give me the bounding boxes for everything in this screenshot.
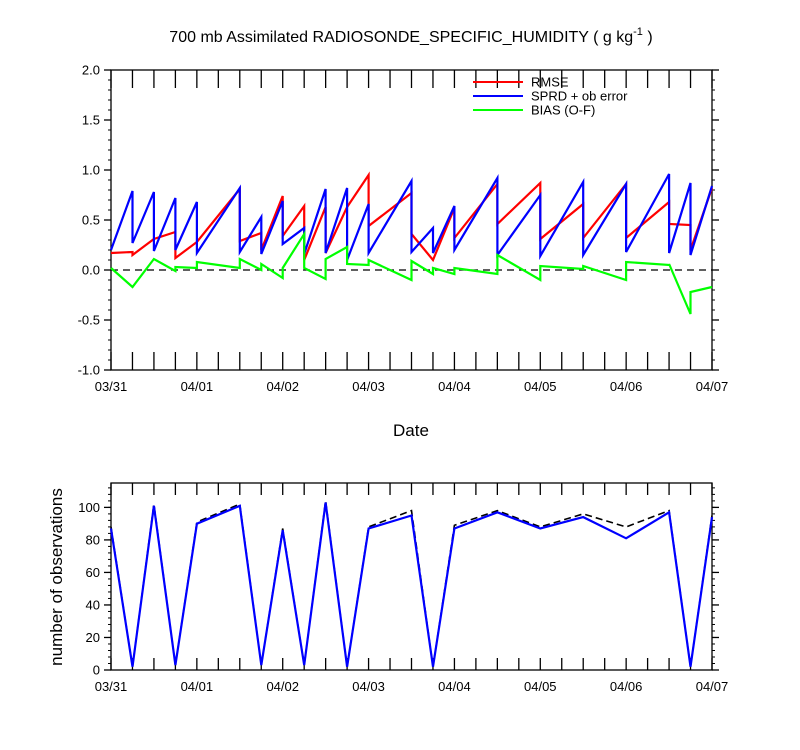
x-tick-label-03-31: 03/31: [95, 679, 128, 694]
series-line-sprd-ob-error: [109, 173, 714, 261]
series-line-observations-possible: [110, 500, 713, 667]
y-tick-label-60: 60: [86, 565, 100, 580]
x-tick-label-04-03: 04/03: [352, 379, 385, 394]
y-tick-label-1-0: -1.0: [78, 363, 100, 378]
x-tick-label-04-02: 04/02: [266, 379, 299, 394]
x-tick-label-03-31: 03/31: [95, 379, 128, 394]
x-tick-label-04-02: 04/02: [266, 679, 299, 694]
legend-label-rmse: RMSE: [531, 75, 569, 90]
y-tick-label-2-0: 2.0: [82, 63, 100, 78]
x-tick-label-04-05: 04/05: [524, 679, 557, 694]
x-tick-label-04-06: 04/06: [610, 679, 643, 694]
y-tick-label-1-5: 1.5: [82, 113, 100, 128]
chart-title: 700 mb Assimilated RADIOSONDE_SPECIFIC_H…: [169, 26, 652, 46]
y-axis-title: number of observations: [47, 488, 66, 666]
y-tick-label-40: 40: [86, 597, 100, 612]
x-tick-label-04-01: 04/01: [181, 379, 214, 394]
y-tick-label-100: 100: [78, 500, 100, 515]
y-tick-label-80: 80: [86, 532, 100, 547]
y-tick-label-0-5: 0.5: [82, 213, 100, 228]
x-axis-title: Date: [393, 421, 429, 440]
legend-label-sprd-ob-error: SPRD + ob error: [531, 89, 628, 104]
x-tick-label-04-05: 04/05: [524, 379, 557, 394]
series-line-observations-used: [109, 502, 714, 667]
top-plot: 03/31 04/01 04/02 04/03 04/04 04/05 04/06 04/07…: [78, 63, 729, 395]
x-tick-label-04-04: 04/04: [438, 679, 471, 694]
y-tick-label-20: 20: [86, 630, 100, 645]
legend-label-bias-o-f: BIAS (O-F): [531, 103, 595, 118]
x-tick-label-04-07: 04/07: [696, 379, 729, 394]
y-tick-label-0-5: -0.5: [78, 313, 100, 328]
x-tick-label-04-07: 04/07: [696, 679, 729, 694]
y-tick-label-0: 0: [93, 663, 100, 678]
y-tick-label-0-0: 0.0: [82, 263, 100, 278]
series-line-bias-o-f: [110, 230, 713, 315]
x-tick-label-04-01: 04/01: [181, 679, 214, 694]
x-tick-label-04-04: 04/04: [438, 379, 471, 394]
series-line-rmse: [110, 171, 714, 263]
bottom-plot: 03/31 04/01 04/02 04/03 04/04 04/05 04/06 04/07…: [78, 482, 729, 694]
y-tick-label-1-0: 1.0: [82, 163, 100, 178]
x-tick-label-04-06: 04/06: [610, 379, 643, 394]
x-tick-label-04-03: 04/03: [352, 679, 385, 694]
